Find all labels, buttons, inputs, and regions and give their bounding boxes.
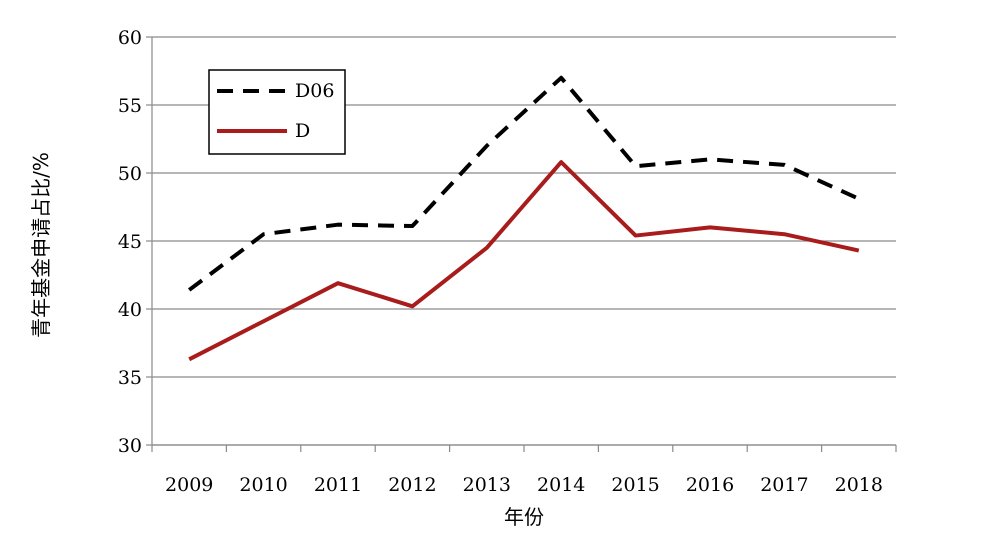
y-tick-label: 55	[118, 95, 142, 117]
x-tick-label: 2012	[388, 474, 436, 496]
x-axis: 2009 2010 2011 2012 2013 2014 2015 2016 2017 2018	[151, 444, 897, 496]
x-tick-label: 2010	[239, 474, 287, 496]
legend: D06 D	[208, 69, 346, 155]
y-tick-label: 60	[118, 27, 142, 49]
y-tick-label: 40	[118, 299, 142, 321]
x-tick-label: 2016	[686, 474, 734, 496]
x-axis-label: 年份	[504, 505, 544, 529]
y-axis-label: 青年基金申请占比/%	[29, 152, 53, 338]
legend-box	[208, 69, 346, 155]
y-tick-label: 45	[118, 231, 142, 253]
y-tick-label: 35	[118, 367, 142, 389]
x-tick-label: 2015	[611, 474, 659, 496]
x-tick-label: 2017	[760, 474, 808, 496]
x-tick-label: 2009	[165, 474, 213, 496]
y-tick-label: 30	[118, 435, 142, 457]
x-tick-label: 2018	[835, 474, 883, 496]
series-line-d06	[188, 75, 860, 292]
x-tick-label: 2011	[314, 474, 362, 496]
legend-label-d: D	[295, 120, 310, 142]
x-tick-label: 2013	[463, 474, 511, 496]
series-line-d	[188, 160, 860, 362]
series-lines	[188, 75, 860, 362]
y-tick-label: 50	[118, 163, 142, 185]
y-axis-ticks: 30 35 40 45 50 55 60	[118, 27, 142, 457]
x-tick-label: 2014	[537, 474, 585, 496]
legend-label-d06: D06	[295, 80, 334, 102]
